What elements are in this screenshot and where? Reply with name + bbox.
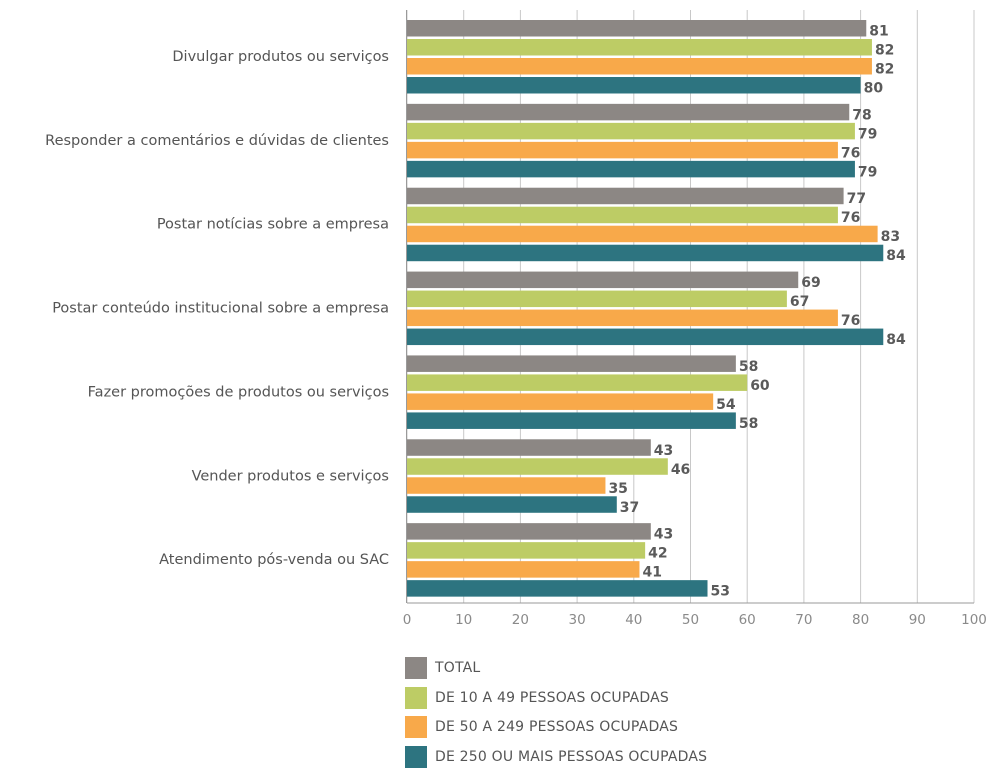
bar (407, 458, 668, 475)
data-label: 46 (671, 462, 690, 478)
x-tick-label: 40 (625, 612, 642, 628)
bar (407, 374, 748, 391)
x-tick-label: 0 (403, 612, 412, 628)
data-label: 69 (801, 275, 820, 291)
legend-item-250-plus: DE 250 OU MAIS PESSOAS OCUPADAS (405, 744, 707, 770)
data-label: 83 (881, 229, 900, 245)
bar (407, 122, 855, 140)
data-label: 80 (864, 81, 884, 97)
x-tick-label: 20 (512, 612, 529, 628)
category-label: Responder a comentários e dúvidas de cli… (45, 133, 389, 149)
bars (407, 20, 884, 597)
bar (407, 225, 878, 243)
x-tick-label: 70 (795, 612, 812, 628)
x-tick-labels: 0 10 20 30 40 50 60 70 80 90 100 (403, 612, 987, 628)
bar (407, 477, 606, 494)
x-tick-label: 30 (569, 612, 586, 628)
data-label: 35 (608, 481, 627, 497)
data-labels: 8182828078797679777683846967768458605458… (608, 24, 906, 600)
data-label: 53 (711, 584, 730, 600)
bar (407, 328, 884, 346)
bar (407, 439, 651, 456)
data-label: 81 (869, 24, 888, 40)
category-label: Postar notícias sobre a empresa (157, 217, 389, 233)
data-label: 60 (750, 378, 770, 394)
legend-label: TOTAL (435, 660, 481, 676)
category-label: Vender produtos e serviços (192, 468, 389, 484)
legend-swatch (405, 745, 427, 768)
data-label: 43 (654, 527, 673, 543)
data-label: 84 (886, 332, 906, 348)
x-tick-label: 60 (739, 612, 756, 628)
data-label: 76 (841, 313, 860, 329)
bar (407, 271, 799, 289)
bar (407, 160, 855, 178)
data-label: 67 (790, 294, 809, 310)
bar (407, 244, 884, 262)
data-label: 79 (858, 126, 877, 142)
bar (407, 523, 651, 540)
legend-item-10-49: DE 10 A 49 PESSOAS OCUPADAS (405, 685, 707, 711)
bar (407, 187, 844, 205)
category-label: Atendimento pós-venda ou SAC (159, 552, 389, 568)
data-label: 76 (841, 145, 860, 161)
x-tick-label: 80 (852, 612, 869, 628)
legend-label: DE 50 A 249 PESSOAS OCUPADAS (435, 719, 679, 735)
x-tick-label: 10 (455, 612, 472, 628)
category-label: Postar conteúdo institucional sobre a em… (52, 301, 389, 317)
bar (407, 580, 708, 597)
data-label: 43 (654, 443, 673, 459)
legend-label: DE 250 OU MAIS PESSOAS OCUPADAS (435, 748, 708, 765)
data-label: 54 (716, 397, 736, 413)
bar (407, 58, 872, 75)
legend-item-50-249: DE 50 A 249 PESSOAS OCUPADAS (405, 714, 707, 740)
bar (407, 206, 838, 224)
bar (407, 141, 838, 159)
data-label: 41 (642, 565, 661, 581)
data-label: 82 (875, 62, 894, 78)
bar (407, 39, 872, 56)
bar (407, 561, 640, 578)
legend: TOTAL DE 10 A 49 PESSOAS OCUPADAS DE 50 … (405, 655, 707, 773)
data-label: 76 (841, 210, 860, 226)
legend-item-total: TOTAL (405, 655, 707, 681)
legend-swatch (405, 657, 427, 679)
x-tick-label: 100 (961, 612, 987, 628)
x-tick-label: 50 (682, 612, 699, 628)
category-label: Fazer promoções de produtos ou serviços (88, 384, 389, 400)
bar (407, 393, 714, 410)
data-label: 42 (648, 546, 667, 562)
category-label: Divulgar produtos ou serviços (172, 49, 389, 65)
data-label: 82 (875, 43, 894, 59)
bar (407, 412, 736, 429)
legend-swatch (405, 686, 427, 709)
legend-label: DE 10 A 49 PESSOAS OCUPADAS (435, 689, 669, 706)
data-label: 58 (739, 359, 758, 375)
bar (407, 355, 736, 372)
bar (407, 309, 838, 327)
bar-chart: 8182828078797679777683846967768458605458… (45, 10, 987, 628)
data-label: 77 (847, 191, 866, 207)
x-tick-label: 90 (909, 612, 926, 628)
legend-swatch (405, 716, 427, 738)
bar (407, 496, 617, 513)
data-label: 78 (852, 107, 871, 123)
data-label: 84 (886, 248, 906, 264)
data-label: 37 (620, 500, 639, 516)
bar (407, 290, 787, 308)
bar (407, 542, 646, 559)
bar (407, 20, 867, 37)
category-labels: Divulgar produtos ou serviços Responder a… (45, 49, 389, 568)
data-label: 58 (739, 416, 758, 432)
data-label: 79 (858, 164, 877, 180)
bar (407, 77, 861, 94)
bar (407, 103, 850, 121)
